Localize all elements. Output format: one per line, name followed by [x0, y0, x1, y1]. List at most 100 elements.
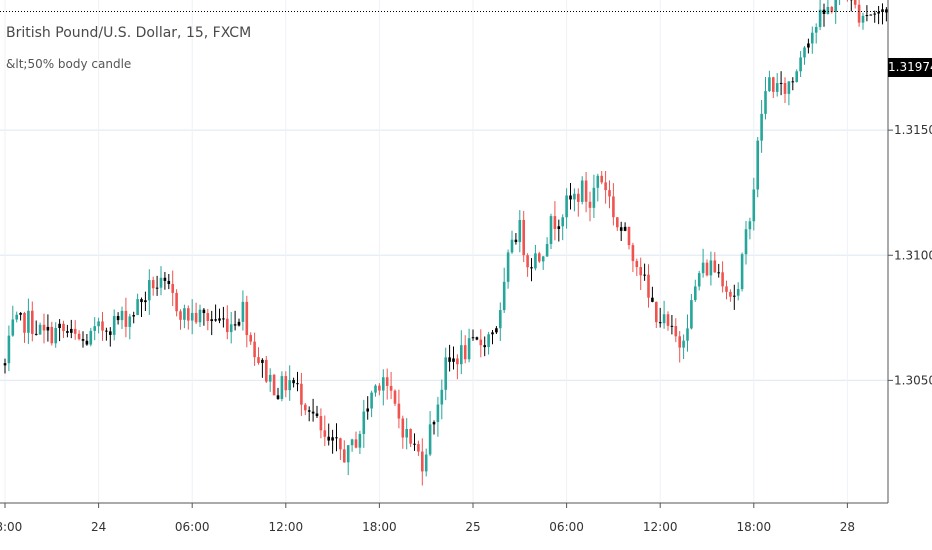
candle-body: [748, 221, 752, 230]
candle-body: [600, 175, 603, 183]
candle-body: [561, 217, 564, 227]
candle-body: [77, 333, 81, 340]
candle-body: [237, 321, 241, 326]
candle-body: [471, 337, 475, 339]
candle-body: [873, 13, 876, 15]
candle-body: [214, 319, 217, 321]
candle-body: [861, 15, 865, 23]
time-tick-label: 24: [91, 520, 106, 534]
candle-body: [795, 71, 798, 82]
candle-body: [717, 272, 720, 274]
candle-body: [11, 319, 15, 336]
candle-body: [518, 219, 522, 243]
candle-body: [15, 314, 18, 320]
candle-body: [584, 180, 588, 202]
candle-body: [608, 190, 611, 197]
candle-body: [487, 334, 490, 348]
time-tick-label: 25: [465, 520, 480, 534]
candle-body: [7, 335, 11, 364]
candle-body: [697, 273, 701, 287]
candle-body: [374, 385, 377, 393]
candle-body: [179, 311, 182, 320]
candle-body: [463, 345, 467, 360]
candle-body: [822, 9, 826, 14]
candle-body: [475, 337, 479, 340]
candle-body: [335, 437, 338, 439]
candle-body: [592, 187, 596, 208]
candle-body: [729, 291, 732, 297]
candle-body: [736, 289, 740, 296]
candle-body: [662, 314, 666, 324]
candle-body: [272, 374, 276, 396]
candle-body: [779, 82, 783, 84]
candle-body: [311, 411, 315, 414]
candle-body: [140, 299, 143, 303]
candle-body: [245, 301, 249, 336]
candle-body: [721, 272, 724, 287]
candle-body: [23, 312, 26, 333]
candle-body: [803, 47, 806, 58]
candle-body: [705, 262, 709, 276]
candle-body: [686, 328, 689, 341]
candle-body: [58, 323, 61, 329]
candle-body: [639, 267, 642, 276]
candle-body: [502, 281, 506, 311]
candle-body: [807, 43, 810, 48]
candle-body: [148, 280, 151, 301]
candle-body: [682, 340, 685, 348]
candle-body: [97, 321, 100, 327]
candle-body: [869, 14, 873, 16]
candle-body: [315, 413, 319, 417]
candle-body: [327, 436, 330, 441]
candle-body: [881, 9, 884, 13]
candle-body: [877, 12, 880, 14]
candle-body: [136, 299, 139, 316]
candle-body: [124, 310, 128, 327]
candle-body: [448, 357, 451, 362]
candle-body: [545, 244, 549, 257]
candle-body: [31, 310, 34, 334]
candle-body: [830, 6, 834, 12]
candle-body: [522, 219, 525, 256]
candle-body: [202, 309, 206, 314]
candle-body: [89, 330, 93, 345]
candle-body: [331, 437, 334, 441]
candle-body: [690, 300, 693, 329]
candle-body: [276, 395, 280, 399]
candle-body: [491, 332, 494, 335]
candle-body: [194, 312, 198, 323]
candle-body: [366, 408, 369, 412]
candle-body: [694, 286, 697, 301]
candle-body: [54, 328, 57, 344]
candle-body: [436, 404, 440, 422]
candle-body: [187, 308, 190, 321]
candle-body: [34, 333, 38, 335]
candle-body: [417, 444, 420, 452]
time-tick-label: 18:00: [362, 520, 397, 534]
candle-body: [413, 443, 416, 445]
candle-body: [382, 377, 385, 391]
candle-body: [553, 216, 557, 229]
candle-body: [506, 252, 510, 282]
candle-body: [569, 195, 572, 200]
candle-body: [713, 260, 717, 273]
candle-body: [557, 226, 561, 229]
time-tick-label: 06:00: [175, 520, 210, 534]
candle-series: [3, 0, 888, 486]
candle-body: [826, 6, 830, 14]
candle-body: [799, 57, 802, 72]
candle-body: [818, 9, 822, 28]
candle-body: [296, 383, 299, 385]
candle-body: [483, 345, 486, 348]
candle-body: [307, 410, 311, 412]
candle-body: [643, 274, 646, 276]
candle-body: [300, 383, 303, 405]
candle-body: [635, 260, 639, 268]
candle-body: [421, 451, 424, 472]
candle-body: [112, 315, 116, 335]
candle-body: [292, 380, 295, 384]
candle-body: [343, 449, 346, 463]
candle-body: [627, 226, 631, 246]
candle-body: [444, 357, 447, 390]
